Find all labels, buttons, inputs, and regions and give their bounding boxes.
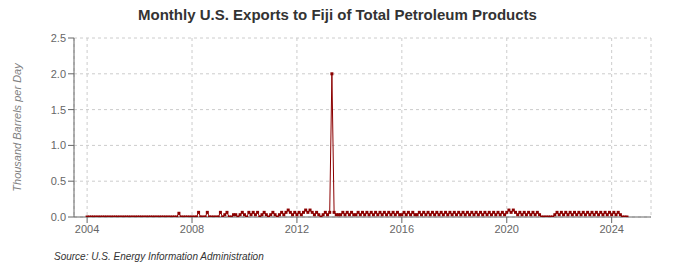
- svg-text:2020: 2020: [495, 223, 519, 235]
- svg-text:0.0: 0.0: [51, 211, 66, 223]
- svg-text:1.0: 1.0: [51, 139, 66, 151]
- svg-text:2012: 2012: [285, 223, 309, 235]
- html-text:Source: U.S. Energy Informatio: Source: U.S. Energy Information Administ…: [54, 251, 264, 262]
- svg-text:0.5: 0.5: [51, 175, 66, 187]
- svg-text:2016: 2016: [390, 223, 414, 235]
- svg-text:2008: 2008: [180, 223, 204, 235]
- svg-text:2024: 2024: [599, 223, 623, 235]
- svg-text:2004: 2004: [75, 223, 99, 235]
- svg-text:2.0: 2.0: [51, 68, 66, 80]
- svg-text:2.5: 2.5: [51, 32, 66, 44]
- svg-text:1.5: 1.5: [51, 104, 66, 116]
- html-text:Monthly U.S. Exports to Fiji o: Monthly U.S. Exports to Fiji of Total Pe…: [138, 6, 537, 23]
- svg-text:Thousand Barrels per Day: Thousand Barrels per Day: [11, 62, 23, 192]
